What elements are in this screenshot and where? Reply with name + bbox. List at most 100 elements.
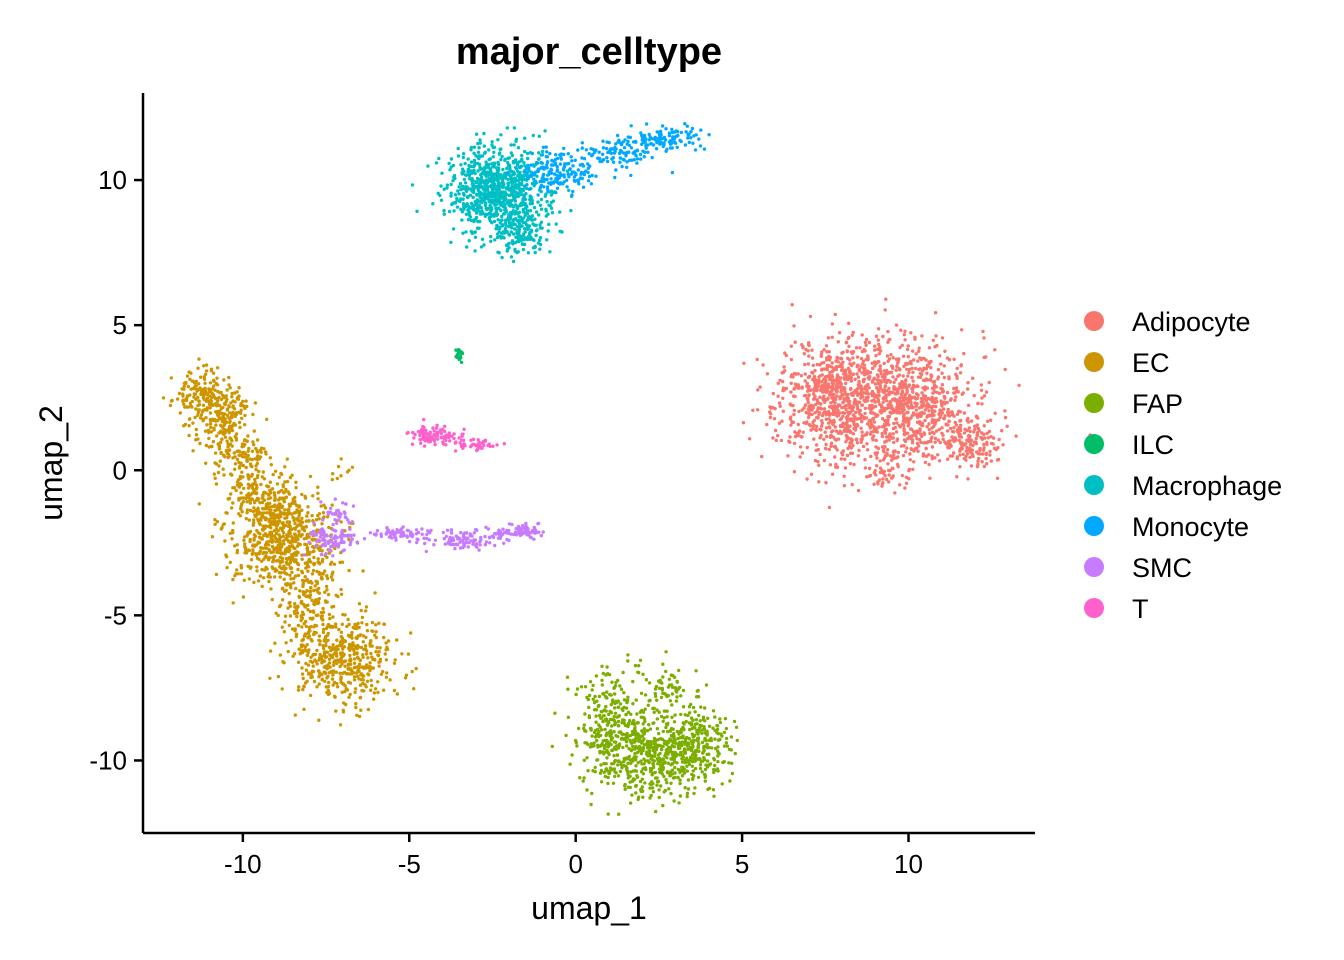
point <box>844 407 848 411</box>
point <box>886 329 890 334</box>
point <box>958 371 963 375</box>
point <box>675 729 679 734</box>
point <box>358 696 362 700</box>
point <box>662 709 667 713</box>
point <box>872 482 876 486</box>
point <box>288 600 292 605</box>
point <box>273 498 277 502</box>
point <box>703 706 707 710</box>
point <box>261 470 265 474</box>
point <box>873 344 877 348</box>
point <box>640 762 644 766</box>
point <box>715 724 720 728</box>
point <box>673 713 677 717</box>
point <box>301 590 305 594</box>
point <box>277 519 282 523</box>
point <box>382 622 386 626</box>
point <box>619 687 624 691</box>
point <box>371 629 375 633</box>
point <box>325 555 329 560</box>
point <box>807 343 811 348</box>
point <box>613 684 618 688</box>
point <box>319 504 323 508</box>
point <box>718 717 722 721</box>
point <box>890 476 894 480</box>
point <box>656 779 661 784</box>
point <box>651 790 656 794</box>
point <box>682 727 686 731</box>
point <box>299 534 303 538</box>
point <box>665 781 669 785</box>
scatter-points <box>161 122 1092 816</box>
point <box>733 751 737 756</box>
point <box>955 366 959 371</box>
point <box>624 744 629 748</box>
point <box>210 535 215 539</box>
point <box>522 161 526 165</box>
point <box>300 527 304 531</box>
point <box>701 749 706 754</box>
point <box>831 393 835 397</box>
point <box>510 183 514 188</box>
point <box>201 417 206 422</box>
point <box>459 360 464 364</box>
point <box>253 401 258 405</box>
point <box>911 379 915 383</box>
point <box>168 403 173 408</box>
point <box>594 714 598 718</box>
point <box>928 404 932 409</box>
point <box>778 378 782 382</box>
point <box>825 388 830 393</box>
point <box>610 680 614 684</box>
point <box>894 368 898 372</box>
point <box>259 450 263 454</box>
point <box>209 425 213 430</box>
point <box>835 380 839 385</box>
point <box>907 370 911 375</box>
point <box>840 393 844 397</box>
point <box>906 374 910 378</box>
point <box>317 517 321 521</box>
point <box>343 689 347 694</box>
point <box>221 467 225 471</box>
point <box>237 420 242 425</box>
point <box>287 623 291 627</box>
point <box>225 565 229 570</box>
point <box>928 476 932 480</box>
point <box>693 726 697 730</box>
point <box>336 464 341 469</box>
point <box>870 389 875 394</box>
point <box>207 387 212 391</box>
point <box>318 642 322 647</box>
point <box>376 653 380 657</box>
point <box>283 552 287 556</box>
point <box>672 734 676 738</box>
point <box>626 776 630 780</box>
point <box>334 670 338 674</box>
point <box>409 631 413 635</box>
point <box>651 765 656 770</box>
point <box>632 718 636 723</box>
point <box>582 723 586 727</box>
point <box>237 466 242 470</box>
point <box>284 487 288 492</box>
point <box>908 452 912 456</box>
point <box>867 340 872 345</box>
point <box>931 404 935 409</box>
point <box>846 436 851 441</box>
point <box>675 679 679 684</box>
point <box>321 511 326 515</box>
point <box>934 404 938 409</box>
point <box>830 361 834 365</box>
point <box>496 218 500 222</box>
point <box>640 741 644 745</box>
point <box>211 403 215 407</box>
point <box>214 482 219 486</box>
point <box>678 794 683 798</box>
point <box>862 348 866 352</box>
point <box>815 415 819 420</box>
point <box>694 749 698 754</box>
point <box>240 510 244 514</box>
point <box>369 651 373 656</box>
point <box>670 703 674 707</box>
